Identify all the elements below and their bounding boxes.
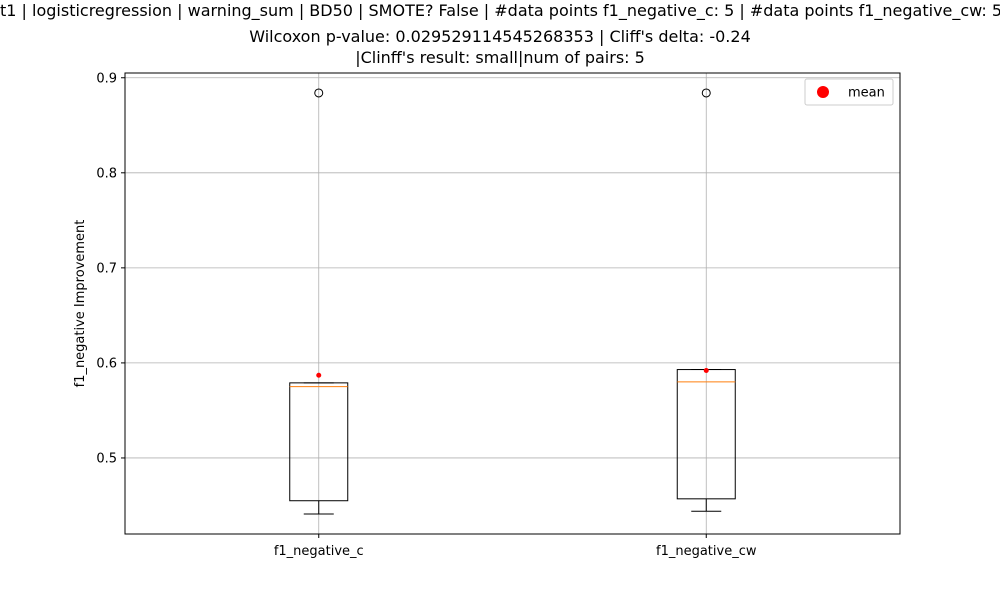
y-axis-label: f1_negative Improvement (73, 220, 88, 388)
chart-title-line-3: |Clinff's result: small|num of pairs: 5 (355, 48, 645, 67)
box-layer (289, 88, 736, 515)
mean-marker (316, 372, 322, 378)
legend: mean (804, 78, 894, 106)
y-tick-label: 0.8 (96, 166, 117, 181)
legend-mean-label: mean (848, 86, 885, 101)
x-tick-label: f1_negative_c (274, 544, 364, 559)
grid-layer (125, 73, 900, 534)
legend-box (804, 78, 894, 106)
legend-mean-marker (817, 86, 829, 98)
box-f1_negative_cw (676, 88, 736, 512)
outlier-point (701, 88, 711, 98)
plot-frame (124, 72, 901, 535)
chart-title-line-2: Wilcoxon p-value: 0.029529114545268353 |… (249, 27, 751, 46)
chart-title-line-1: t1 | logisticregression | warning_sum | … (0, 1, 1000, 20)
box-f1_negative_c (289, 88, 349, 515)
y-tick-label: 0.6 (96, 356, 117, 371)
y-tick-label: 0.7 (96, 261, 117, 276)
y-tick-label: 0.9 (96, 71, 117, 86)
y-tick-label: 0.5 (96, 451, 117, 466)
mean-marker (703, 368, 709, 374)
x-tick-label: f1_negative_cw (656, 544, 757, 559)
axis-layer: 0.5 0.6 0.7 0.8 0.9 f1_negative_c f1_negative_… (96, 71, 757, 559)
iqr-box (289, 382, 349, 502)
outlier-point (314, 88, 324, 98)
